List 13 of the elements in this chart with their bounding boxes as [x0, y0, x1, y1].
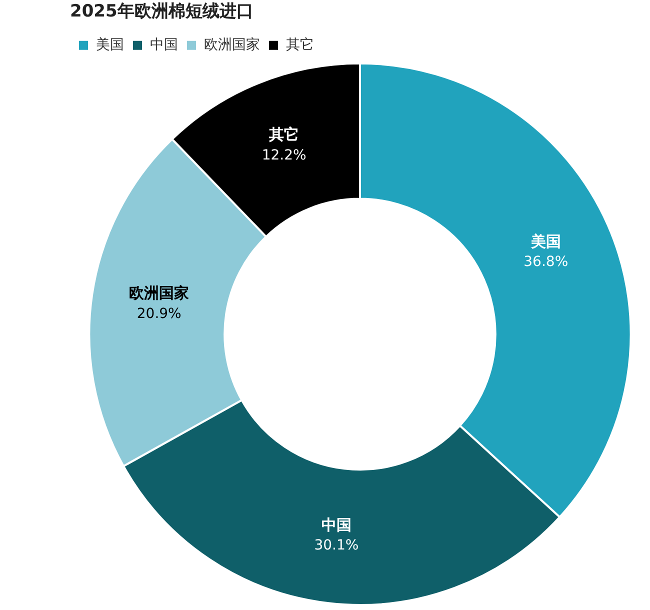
legend-label: 其它	[286, 37, 314, 54]
legend-label: 美国	[96, 37, 124, 54]
slice-label: 欧洲国家	[129, 284, 190, 302]
data-label: 36.8%	[524, 254, 568, 270]
data-label: 12.2%	[262, 147, 306, 164]
slice-label: 中国	[321, 516, 352, 534]
chart-title: 2025年欧洲棉短绒进口	[70, 2, 254, 22]
slice-label: 美国	[530, 232, 561, 250]
legend-label: 中国	[150, 37, 178, 54]
data-label: 30.1%	[314, 538, 359, 554]
data-label: 20.9%	[136, 306, 182, 322]
legend-label: 欧洲国家	[204, 37, 260, 54]
slice-label: 其它	[268, 126, 300, 144]
